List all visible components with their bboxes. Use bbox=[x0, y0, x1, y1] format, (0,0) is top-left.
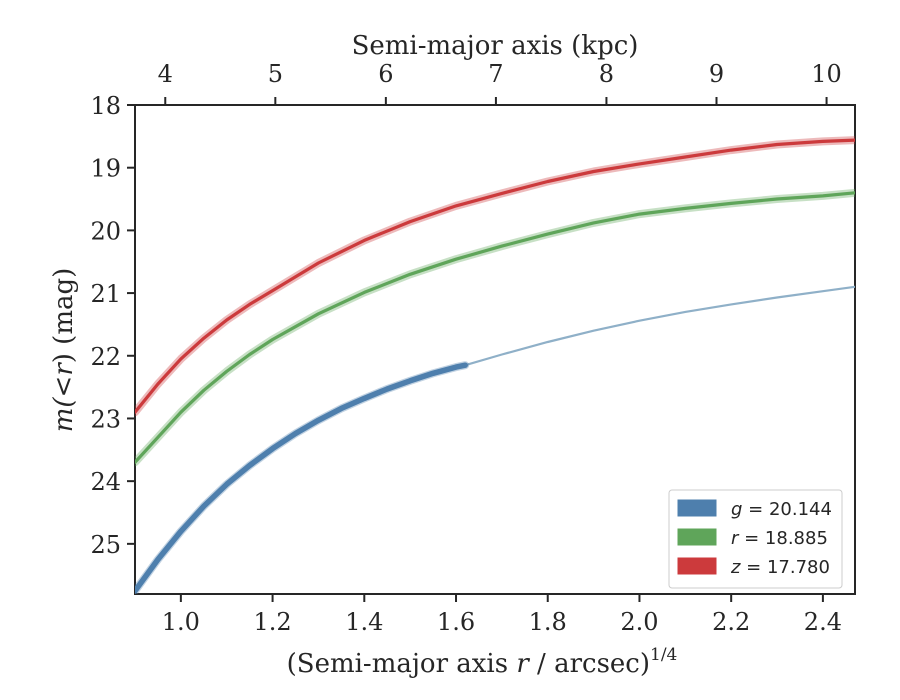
x-tick-label: 1.0 bbox=[162, 608, 200, 636]
legend-swatch-g bbox=[677, 499, 717, 517]
legend-label-z: z = 17.780 bbox=[730, 557, 830, 578]
top-x-tick-label: 10 bbox=[811, 60, 842, 88]
series-z-line bbox=[135, 138, 855, 414]
series-z-band bbox=[135, 136, 855, 417]
x-axis-title-post: / arcsec) bbox=[529, 649, 650, 679]
legend-swatch-z bbox=[677, 557, 717, 575]
x-axis-title-var: r bbox=[516, 649, 530, 679]
top-x-tick-label: 6 bbox=[378, 60, 393, 88]
top-x-ticks: 4 5 6 7 8 9 10 bbox=[158, 60, 842, 105]
top-x-axis-title: Semi-major axis (kpc) bbox=[352, 31, 639, 61]
legend-swatch-r bbox=[677, 528, 717, 546]
y-ticks: 18 19 20 21 22 23 24 25 bbox=[90, 92, 135, 559]
top-x-tick-label: 4 bbox=[158, 60, 173, 88]
y-axis-title-var: r bbox=[49, 362, 79, 376]
series-g-extrapolation-line bbox=[464, 285, 855, 367]
x-ticks: 1.0 1.2 1.4 1.6 1.8 2.0 2.2 2.4 bbox=[162, 594, 842, 636]
x-axis-title: (Semi-major axis r / arcsec)1/4 bbox=[287, 645, 678, 679]
series-r-line bbox=[135, 191, 855, 464]
y-tick-label: 19 bbox=[90, 155, 121, 183]
x-tick-label: 2.4 bbox=[804, 608, 842, 636]
y-tick-label: 23 bbox=[90, 405, 121, 433]
x-tick-label: 1.2 bbox=[253, 608, 291, 636]
x-tick-label: 1.4 bbox=[345, 608, 383, 636]
y-axis-title: m(<r) (mag) bbox=[49, 268, 79, 433]
x-tick-label: 1.6 bbox=[437, 608, 475, 636]
legend-label-g: g = 20.144 bbox=[731, 499, 832, 520]
y-tick-label: 22 bbox=[90, 343, 121, 371]
x-axis-title-sup: 1/4 bbox=[650, 645, 677, 665]
top-x-tick-label: 8 bbox=[599, 60, 614, 88]
series-r-band bbox=[135, 188, 855, 467]
top-x-tick-label: 7 bbox=[488, 60, 503, 88]
y-tick-label: 24 bbox=[90, 468, 121, 496]
x-tick-label: 2.0 bbox=[620, 608, 658, 636]
y-tick-label: 21 bbox=[90, 280, 121, 308]
y-axis-title-pre: m(< bbox=[49, 376, 79, 433]
x-tick-label: 1.8 bbox=[529, 608, 567, 636]
y-tick-label: 25 bbox=[90, 531, 121, 559]
legend-label-r: r = 18.885 bbox=[731, 528, 828, 549]
top-x-tick-label: 9 bbox=[709, 60, 724, 88]
series-g-line bbox=[135, 362, 468, 594]
series-layer bbox=[135, 136, 855, 594]
y-axis-title-post: ) (mag) bbox=[49, 268, 79, 364]
legend: g = 20.144 r = 18.885 z = 17.780 bbox=[668, 489, 843, 589]
y-tick-label: 20 bbox=[90, 217, 121, 245]
y-tick-label: 18 bbox=[90, 92, 121, 120]
x-axis-title-pre: (Semi-major axis bbox=[287, 649, 517, 679]
series-g-band bbox=[135, 361, 470, 594]
x-tick-label: 2.2 bbox=[712, 608, 750, 636]
top-x-tick-label: 5 bbox=[268, 60, 283, 88]
